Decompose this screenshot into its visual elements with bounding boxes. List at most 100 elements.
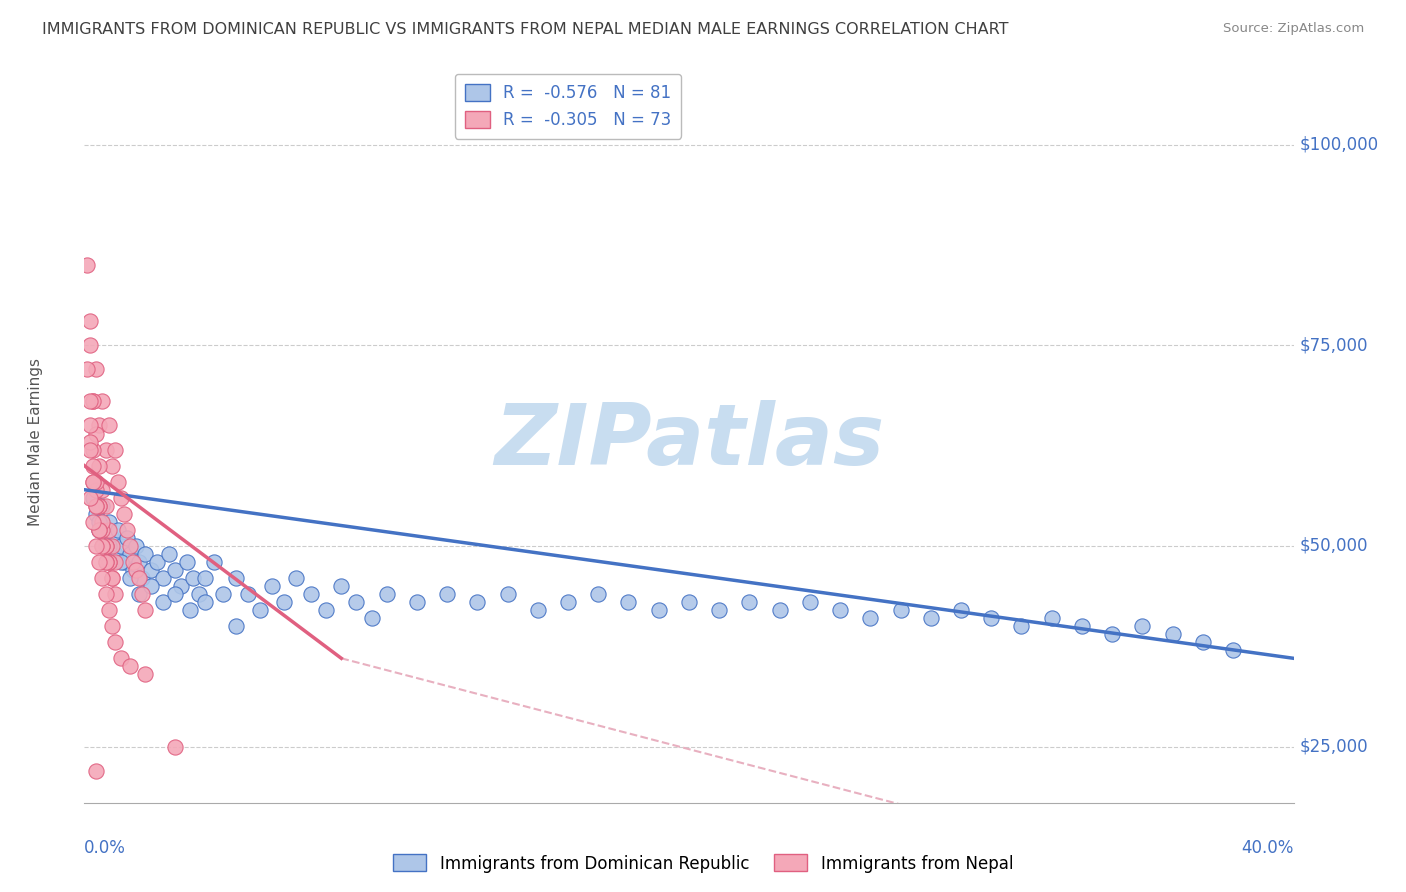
Point bbox=[86, 483, 108, 497]
Point bbox=[118, 547, 141, 561]
Point bbox=[100, 619, 122, 633]
Point bbox=[104, 587, 127, 601]
Point bbox=[82, 475, 104, 489]
Point bbox=[79, 434, 101, 449]
Point bbox=[375, 587, 398, 601]
Point bbox=[82, 442, 104, 457]
Point bbox=[950, 603, 973, 617]
Point bbox=[110, 555, 132, 569]
Point bbox=[86, 475, 108, 489]
Text: ZIPatlas: ZIPatlas bbox=[494, 400, 884, 483]
Point bbox=[139, 563, 162, 577]
Point bbox=[678, 595, 700, 609]
Point bbox=[588, 587, 610, 601]
Point bbox=[104, 635, 127, 649]
Point bbox=[100, 571, 122, 585]
Point bbox=[79, 491, 101, 505]
Point bbox=[112, 555, 135, 569]
Point bbox=[91, 539, 114, 553]
Legend: R =  -0.576   N = 81, R =  -0.305   N = 73: R = -0.576 N = 81, R = -0.305 N = 73 bbox=[454, 74, 682, 139]
Point bbox=[97, 539, 120, 553]
Point bbox=[79, 442, 101, 457]
Point bbox=[157, 547, 180, 561]
Point bbox=[82, 458, 104, 473]
Point bbox=[738, 595, 761, 609]
Point bbox=[89, 499, 111, 513]
Point bbox=[94, 555, 117, 569]
Point bbox=[100, 458, 122, 473]
Legend: Immigrants from Dominican Republic, Immigrants from Nepal: Immigrants from Dominican Republic, Immi… bbox=[387, 847, 1019, 880]
Point bbox=[89, 555, 111, 569]
Point bbox=[79, 314, 101, 328]
Point bbox=[79, 418, 101, 433]
Point bbox=[82, 515, 104, 529]
Point bbox=[94, 555, 117, 569]
Point bbox=[1101, 627, 1123, 641]
Point bbox=[82, 491, 104, 505]
Point bbox=[91, 539, 114, 553]
Point bbox=[115, 531, 138, 545]
Point bbox=[165, 563, 187, 577]
Text: $50,000: $50,000 bbox=[1299, 537, 1368, 555]
Point bbox=[94, 442, 117, 457]
Point bbox=[920, 611, 942, 625]
Point bbox=[212, 587, 235, 601]
Point bbox=[86, 507, 108, 521]
Text: 0.0%: 0.0% bbox=[84, 838, 127, 857]
Point bbox=[890, 603, 912, 617]
Point bbox=[134, 603, 156, 617]
Point bbox=[94, 587, 117, 601]
Point bbox=[202, 555, 225, 569]
Point bbox=[179, 603, 201, 617]
Point bbox=[346, 595, 368, 609]
Point bbox=[436, 587, 458, 601]
Point bbox=[76, 258, 98, 272]
Point bbox=[97, 418, 120, 433]
Text: IMMIGRANTS FROM DOMINICAN REPUBLIC VS IMMIGRANTS FROM NEPAL MEDIAN MALE EARNINGS: IMMIGRANTS FROM DOMINICAN REPUBLIC VS IM… bbox=[42, 22, 1008, 37]
Point bbox=[100, 531, 122, 545]
Point bbox=[557, 595, 579, 609]
Point bbox=[360, 611, 382, 625]
Point bbox=[97, 555, 120, 569]
Text: $75,000: $75,000 bbox=[1299, 336, 1368, 354]
Point bbox=[285, 571, 308, 585]
Point bbox=[315, 603, 337, 617]
Point bbox=[86, 426, 108, 441]
Point bbox=[1040, 611, 1063, 625]
Point bbox=[100, 539, 122, 553]
Point bbox=[1222, 643, 1244, 657]
Point bbox=[107, 523, 129, 537]
Point bbox=[131, 571, 153, 585]
Point bbox=[128, 587, 150, 601]
Point bbox=[260, 579, 283, 593]
Point bbox=[79, 338, 101, 352]
Point bbox=[91, 394, 114, 409]
Point bbox=[97, 515, 120, 529]
Point bbox=[225, 619, 247, 633]
Point bbox=[118, 539, 141, 553]
Point bbox=[330, 579, 353, 593]
Point bbox=[91, 515, 114, 529]
Point bbox=[1192, 635, 1215, 649]
Point bbox=[134, 547, 156, 561]
Point bbox=[94, 539, 117, 553]
Point bbox=[112, 507, 135, 521]
Point bbox=[1161, 627, 1184, 641]
Point bbox=[170, 579, 193, 593]
Point bbox=[82, 394, 104, 409]
Point bbox=[648, 603, 671, 617]
Point bbox=[110, 651, 132, 665]
Point bbox=[152, 571, 174, 585]
Point bbox=[118, 659, 141, 673]
Text: Source: ZipAtlas.com: Source: ZipAtlas.com bbox=[1223, 22, 1364, 36]
Point bbox=[139, 579, 162, 593]
Point bbox=[94, 539, 117, 553]
Point bbox=[152, 595, 174, 609]
Point bbox=[89, 458, 111, 473]
Point bbox=[82, 394, 104, 409]
Point bbox=[769, 603, 792, 617]
Point bbox=[121, 555, 143, 569]
Point bbox=[89, 499, 111, 513]
Point bbox=[709, 603, 731, 617]
Point bbox=[86, 539, 108, 553]
